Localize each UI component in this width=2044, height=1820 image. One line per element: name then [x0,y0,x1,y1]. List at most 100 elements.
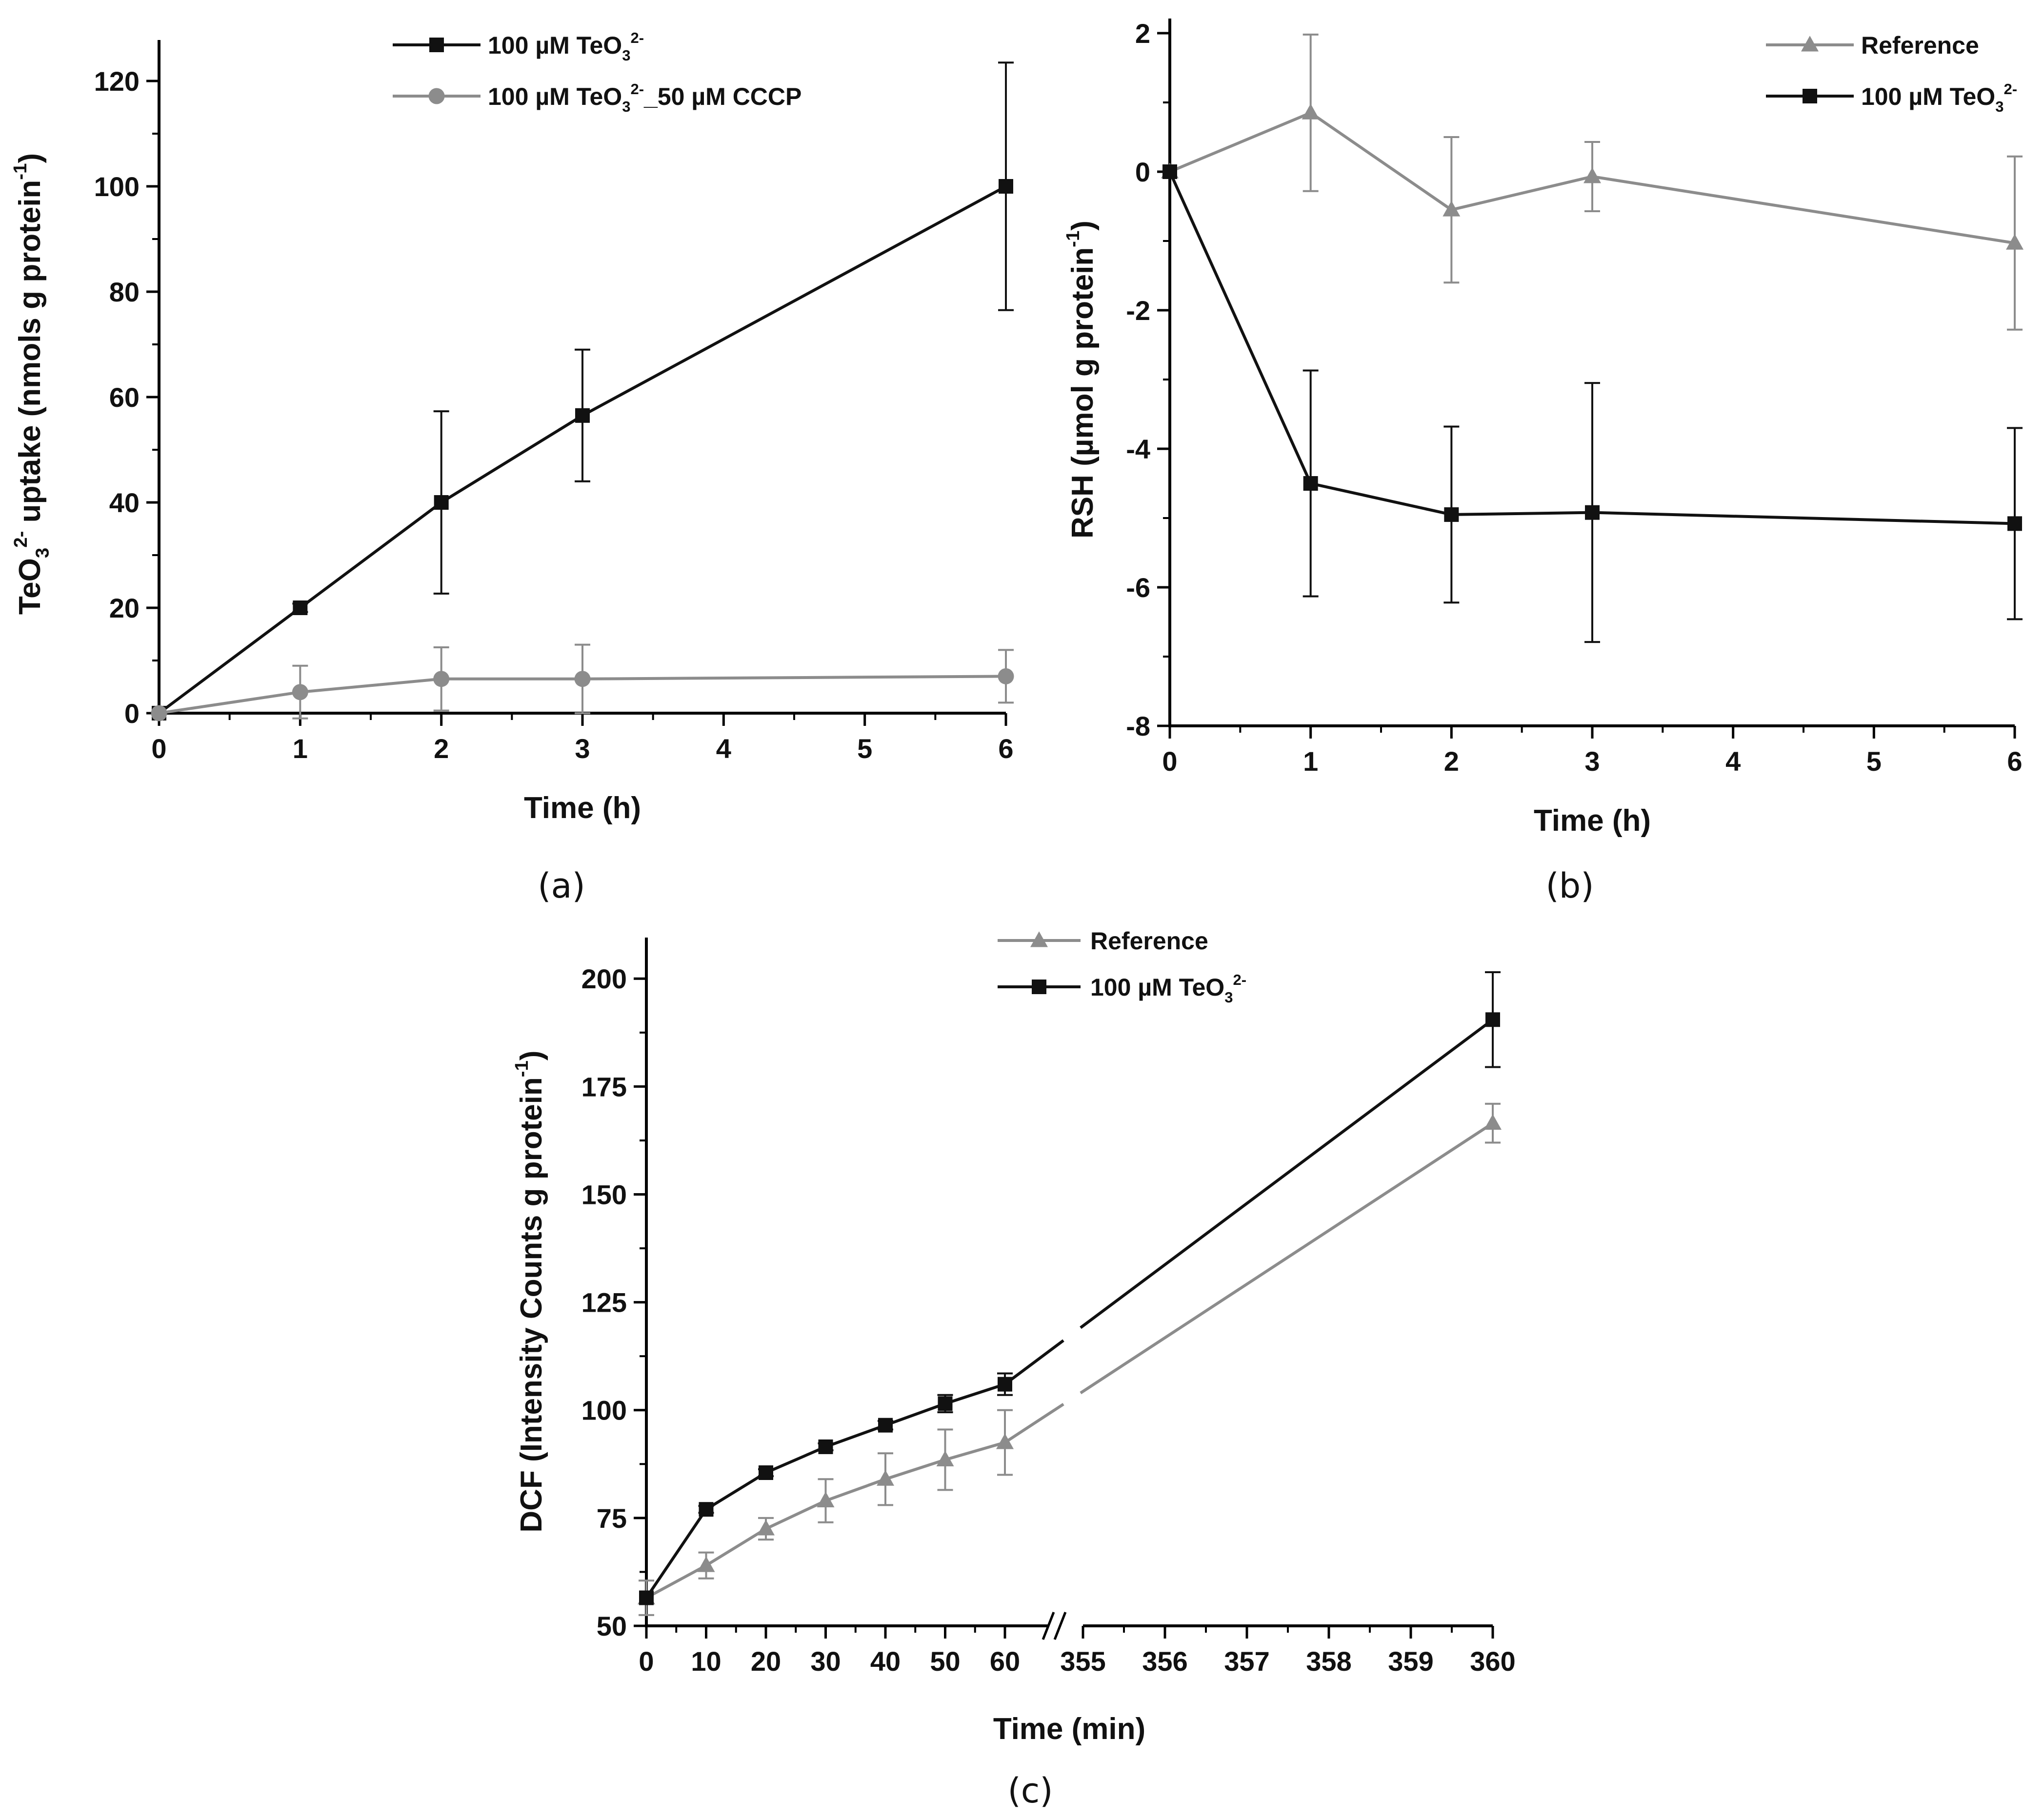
panel-b-chart: 0 1 2 3 4 5 6 -8 -6 -4 -2 0 2 Time (h) RSH (µmol g pro… [1062,18,2024,838]
panel-c-chart: 0 10 20 30 40 50 60 355 356 357 358 359 360 50 75 100 12… [511,927,1516,1746]
series-0 [638,1102,1502,1616]
text-superscript: 2- [10,531,31,548]
x-tick-label: 2 [1444,746,1459,777]
text-part: _50 µM CCCP [643,83,802,110]
y-tick-label: -6 [1126,572,1150,603]
legend-label: 100 µM TeO32- [1090,971,1246,1006]
data-point [1443,200,1461,217]
x-tick-label: 10 [691,1646,721,1677]
data-point [434,495,449,510]
x-tick-label: 5 [857,733,872,764]
text-part: 100 µM TeO [488,83,622,110]
y-tick-label: 40 [109,487,140,518]
x-tick-label: 359 [1388,1646,1433,1677]
data-point [938,1396,953,1411]
text-part: uptake (nmols g protein [13,180,47,531]
y-tick-label: 80 [109,277,140,307]
data-point [1162,164,1177,179]
text-part: ) [515,1050,548,1060]
panel-label: (b) [1545,866,1594,906]
legend-label: Reference [1861,32,1979,59]
x-tick-label: 6 [998,733,1013,764]
y-tick-label: 75 [597,1503,627,1534]
x-tick-label: 0 [639,1646,654,1677]
panel-label: (c) [1007,1771,1053,1811]
line-break-gap [1061,1325,1083,1343]
y-axis-title: RSH (µmol g protein-1) [1062,220,1100,539]
legend-label: 100 µM TeO32- [1861,80,2017,115]
text-superscript: 2- [630,29,644,46]
x-tick-label: 3 [1584,746,1600,777]
data-point [1444,507,1459,522]
data-point [575,408,590,423]
data-point [996,1433,1014,1449]
text-part: ) [13,153,47,163]
y-tick-label: 125 [581,1287,627,1318]
x-tick-label: 4 [716,733,731,764]
text-superscript: -1 [511,1060,532,1077]
text-part: 100 µM TeO [1861,83,1995,110]
text-subscript: 3 [1224,989,1233,1006]
series-0 [1161,33,2024,331]
data-point [151,705,167,721]
x-axis-title: Time (h) [1534,804,1651,838]
legend-marker [428,88,445,104]
y-tick-label: 50 [597,1611,627,1641]
legend-marker [1803,89,1817,103]
text-subscript: 3 [32,548,53,558]
y-tick-label: -8 [1126,711,1150,741]
y-axis-title: TeO32- uptake (nmols g protein-1) [10,153,53,615]
series-line [645,1018,1494,1599]
text-subscript: 3 [622,98,630,115]
text-part: 100 µM TeO [1090,974,1224,1001]
text-superscript: -1 [1062,231,1083,247]
x-tick-label: 4 [1725,746,1741,777]
data-point [574,671,591,687]
data-point [2007,516,2022,531]
data-point [759,1465,773,1480]
data-point [1585,505,1600,520]
x-axis-title: Time (min) [993,1712,1145,1746]
data-point [433,671,450,687]
text-part: RSH (µmol g protein [1066,247,1100,539]
x-tick-label: 358 [1306,1646,1351,1677]
data-point [293,600,308,615]
x-tick-label: 20 [751,1646,781,1677]
text-subscript: 3 [622,47,630,64]
text-superscript: 2- [2004,80,2017,98]
x-axis-title: Time (h) [524,791,641,825]
axis-break-mark [1042,1612,1055,1640]
data-point [877,1470,894,1486]
data-point [2006,234,2024,250]
y-tick-label: 100 [581,1395,627,1426]
data-point [1302,103,1320,120]
legend-label: 100 µM TeO32- [488,29,644,64]
y-tick-label: 60 [109,382,140,413]
legend-label: 100 µM TeO32-_50 µM CCCP [488,80,802,115]
text-superscript: 2- [1233,971,1246,988]
legend-label: Reference [1090,927,1208,955]
line-break-gap [1062,1390,1082,1407]
series-1 [639,971,1501,1605]
data-point [697,1556,715,1572]
data-point [818,1439,833,1454]
x-tick-label: 357 [1224,1646,1269,1677]
x-tick-label: 30 [810,1646,841,1677]
y-tick-label: 200 [581,963,627,994]
data-point [998,668,1014,684]
text-part: TeO [13,558,47,615]
y-tick-label: 175 [581,1071,627,1102]
x-tick-label: 356 [1142,1646,1187,1677]
x-tick-label: 0 [1162,746,1177,777]
text-subscript: 3 [1995,98,2004,115]
series-1 [1162,164,2023,643]
x-tick-label: 3 [575,733,590,764]
data-point [936,1450,954,1466]
y-axis-title: DCF (Intensity Counts g protein-1) [511,1050,548,1532]
text-part: Reference [1861,32,1979,59]
x-tick-label: 6 [2007,746,2022,777]
data-point [1583,167,1601,183]
data-point [817,1491,835,1507]
data-point [998,1377,1012,1392]
legend-marker [1801,36,1819,52]
